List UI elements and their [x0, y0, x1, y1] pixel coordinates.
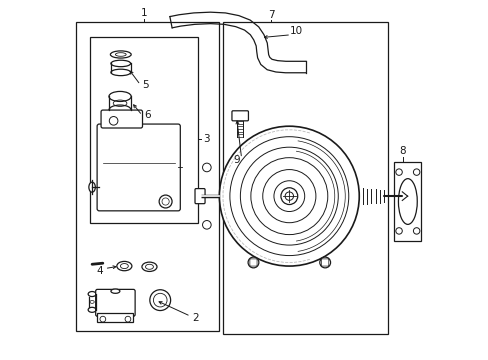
Ellipse shape	[110, 51, 131, 58]
FancyBboxPatch shape	[96, 289, 135, 316]
Circle shape	[281, 188, 297, 204]
Circle shape	[100, 316, 105, 322]
Text: 6: 6	[144, 111, 150, 121]
Bar	[76, 22, 219, 330]
Ellipse shape	[142, 262, 157, 271]
Bar	[223, 22, 387, 334]
FancyBboxPatch shape	[195, 189, 204, 204]
Text: 9: 9	[233, 155, 239, 165]
Circle shape	[202, 163, 211, 172]
Text: 4: 4	[96, 266, 102, 276]
Ellipse shape	[117, 261, 132, 271]
Text: 8: 8	[399, 146, 406, 156]
Text: 7: 7	[267, 10, 274, 20]
Circle shape	[202, 221, 211, 229]
FancyBboxPatch shape	[101, 110, 142, 128]
Bar	[394, 162, 421, 241]
Ellipse shape	[88, 292, 96, 297]
Circle shape	[125, 316, 131, 322]
Ellipse shape	[88, 307, 96, 312]
FancyBboxPatch shape	[97, 124, 180, 211]
Text: 10: 10	[289, 26, 302, 36]
Ellipse shape	[89, 182, 95, 192]
Bar	[90, 37, 198, 223]
Bar	[97, 313, 133, 321]
Text: 3: 3	[203, 134, 209, 144]
Ellipse shape	[111, 69, 130, 76]
Ellipse shape	[111, 60, 130, 67]
Circle shape	[219, 126, 359, 266]
Ellipse shape	[109, 105, 131, 115]
Circle shape	[109, 117, 118, 125]
Ellipse shape	[111, 289, 120, 293]
FancyBboxPatch shape	[231, 111, 248, 121]
Text: 2: 2	[192, 313, 199, 323]
Text: 1: 1	[141, 8, 147, 18]
Circle shape	[319, 257, 330, 268]
Ellipse shape	[109, 91, 131, 102]
Circle shape	[247, 257, 258, 268]
Circle shape	[159, 195, 172, 208]
Text: 5: 5	[142, 80, 149, 90]
Ellipse shape	[149, 290, 170, 311]
